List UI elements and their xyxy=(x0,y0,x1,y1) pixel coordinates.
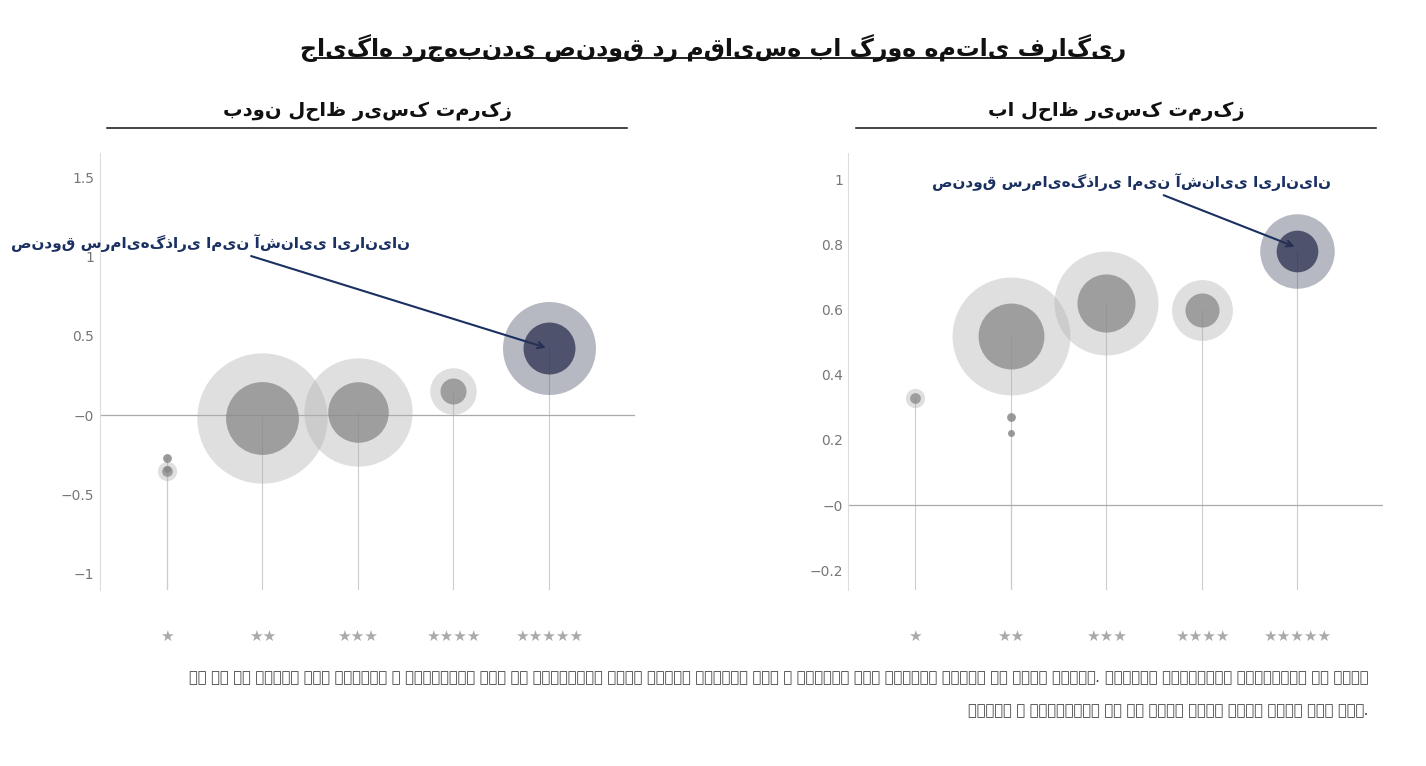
Point xyxy=(155,465,178,477)
Point xyxy=(904,391,927,404)
Text: با لحاظ ریسک تمرکز: با لحاظ ریسک تمرکز xyxy=(988,101,1243,121)
Text: ★★★★: ★★★★ xyxy=(1175,629,1229,644)
Point xyxy=(538,342,560,355)
Point xyxy=(1000,329,1022,342)
Point xyxy=(1000,411,1022,424)
Point xyxy=(155,452,178,464)
Point xyxy=(251,412,274,424)
Text: هر یک از دایره های نمودار ، نمایندهٔ یکی از صندوق‌های گروه همتای فراگیر است و ان: هر یک از دایره های نمودار ، نمایندهٔ یکی… xyxy=(190,670,1369,686)
Point xyxy=(1286,245,1309,257)
Point xyxy=(155,463,178,475)
Text: عمودی و درجه‌بندی آن بر محور افقی نشان داده شده است.: عمودی و درجه‌بندی آن بر محور افقی نشان د… xyxy=(968,703,1369,719)
Text: ★★★★: ★★★★ xyxy=(426,629,481,644)
Point xyxy=(1191,303,1214,316)
Text: جایگاه درجه‌بندی صندوق در مقایسه با گروه همتای فراگیر: جایگاه درجه‌بندی صندوق در مقایسه با گروه… xyxy=(299,34,1127,62)
Point xyxy=(538,342,560,355)
Text: ★★: ★★ xyxy=(248,629,275,644)
Point xyxy=(1000,427,1022,440)
Text: ★★★: ★★★ xyxy=(337,629,378,644)
Point xyxy=(442,385,465,398)
Text: ★★★★★: ★★★★★ xyxy=(515,629,583,644)
Point xyxy=(347,406,369,418)
Text: بدون لحاظ ریسک تمرکز: بدون لحاظ ریسک تمرکز xyxy=(222,101,512,121)
Point xyxy=(1095,297,1118,309)
Point xyxy=(155,465,178,477)
Point xyxy=(1000,329,1022,342)
Point xyxy=(904,391,927,404)
Text: ★: ★ xyxy=(160,629,174,644)
Point xyxy=(1095,297,1118,309)
Point xyxy=(442,385,465,398)
Text: صندوق سرمایه‌گذاری امین آشنایی ایرانیان: صندوق سرمایه‌گذاری امین آشنایی ایرانیان xyxy=(931,173,1330,247)
Point xyxy=(251,412,274,424)
Text: صندوق سرمایه‌گذاری امین آشنایی ایرانیان: صندوق سرمایه‌گذاری امین آشنایی ایرانیان xyxy=(11,234,543,348)
Text: ★★: ★★ xyxy=(997,629,1024,644)
Text: ★★★: ★★★ xyxy=(1085,629,1127,644)
Point xyxy=(347,406,369,418)
Text: ★★★★★: ★★★★★ xyxy=(1263,629,1332,644)
Point xyxy=(1191,303,1214,316)
Point xyxy=(1286,245,1309,257)
Text: ★: ★ xyxy=(908,629,923,644)
